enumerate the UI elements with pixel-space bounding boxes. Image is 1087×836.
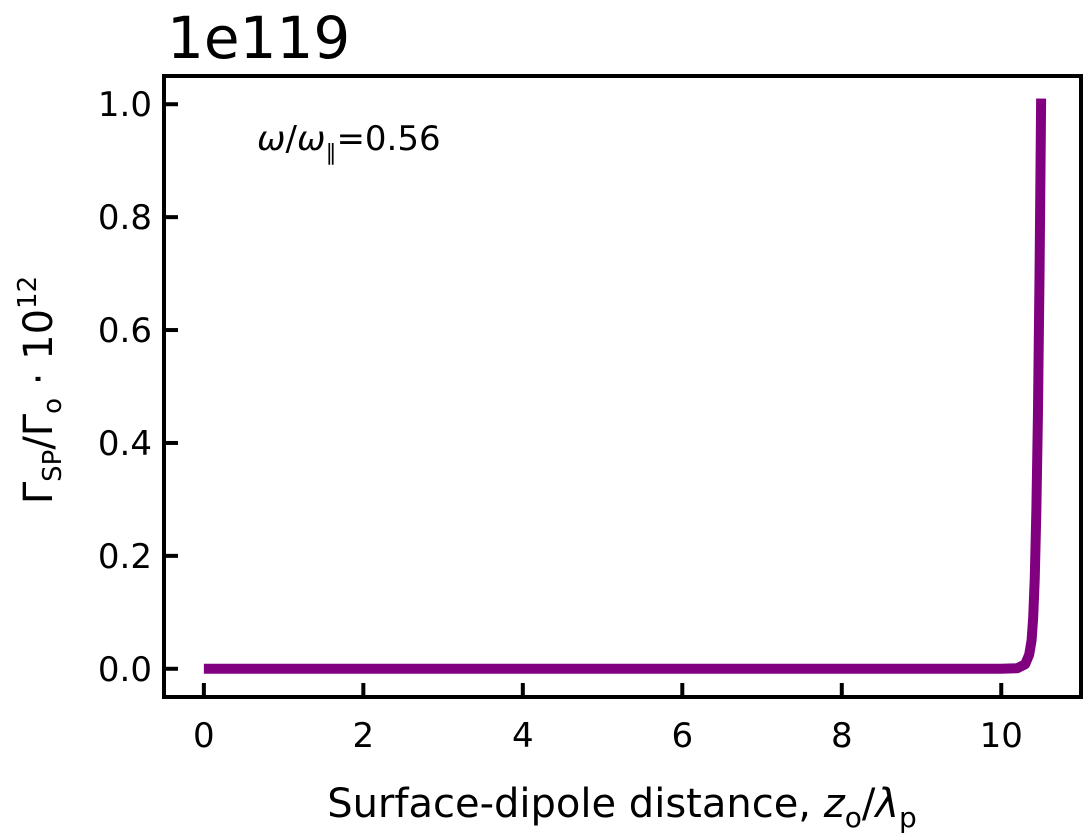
x-tick-label-2: 4 <box>512 716 534 756</box>
y-axis-label: ΓSP/Γo · 1012 <box>13 276 68 504</box>
y-tick-label-5: 1.0 <box>98 85 152 125</box>
x-tick-label-5: 10 <box>980 716 1023 756</box>
x-axis-label: Surface-dipole distance, zo/λp <box>327 781 917 834</box>
x-tick-label-0: 0 <box>193 716 215 756</box>
series-line-0 <box>203 98 1047 674</box>
y-tick-label-3: 0.6 <box>98 311 152 351</box>
x-tick-label-1: 2 <box>353 716 375 756</box>
plot-frame <box>162 74 1083 699</box>
y-tick-label-0: 0.0 <box>98 650 152 690</box>
y-tick-label-1: 0.2 <box>98 537 152 577</box>
plot-layer: 0 2 4 6 8 10 0.0 0.2 0.4 0.6 0.8 1.0 <box>98 74 1083 756</box>
annotation-label: ω/ω∥=0.56 <box>257 119 441 166</box>
x-tick-label-3: 6 <box>671 716 693 756</box>
y-tick-label-2: 0.4 <box>98 424 152 464</box>
y-tick-label-4: 0.8 <box>98 198 152 238</box>
y-offset-label: 1e119 <box>167 4 350 72</box>
x-tick-label-4: 8 <box>831 716 853 756</box>
